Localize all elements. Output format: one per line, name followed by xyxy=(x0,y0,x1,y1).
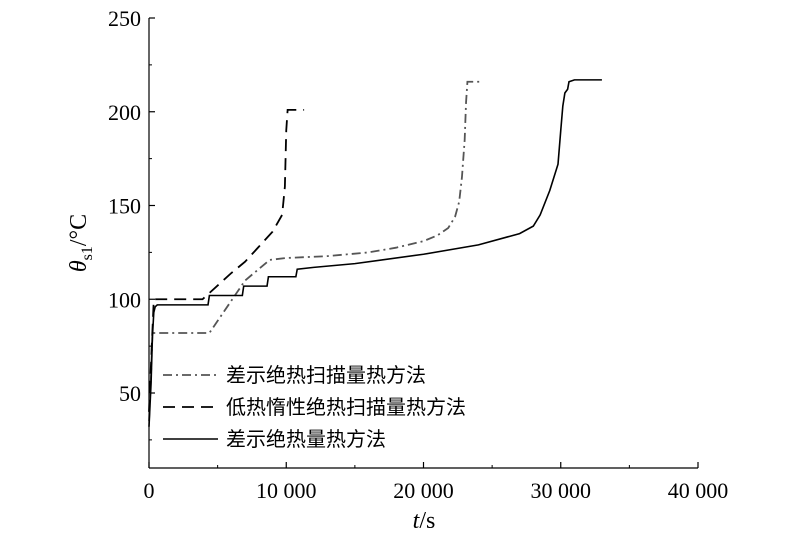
legend-label-3: 差示绝热量热方法 xyxy=(226,427,386,451)
series-layer xyxy=(148,79,602,427)
series-line-3 xyxy=(148,79,602,427)
y-ticks: 50 100 150 200 250 xyxy=(108,6,155,441)
legend-label-1: 差示绝热扫描量热方法 xyxy=(226,363,426,387)
y-tick-label: 250 xyxy=(108,6,141,31)
y-axis-title-group: θs1/°C xyxy=(66,214,96,272)
y-tick-label: 100 xyxy=(108,287,141,312)
legend-label-2: 低热惰性绝热扫描量热方法 xyxy=(226,395,466,419)
x-ticks: 0 10 000 20 000 30 000 40 000 xyxy=(144,462,729,503)
x-axis-var: t xyxy=(413,508,421,534)
y-tick-label: 150 xyxy=(108,194,141,219)
y-axis-var: θ xyxy=(66,260,92,272)
y-axis-title: θs1/°C xyxy=(66,214,96,272)
x-tick-label: 0 xyxy=(144,478,155,503)
x-axis-unit: /s xyxy=(419,508,435,534)
x-axis-title: t/s xyxy=(413,508,436,534)
series-line-1 xyxy=(148,80,482,422)
y-tick-label: 50 xyxy=(119,381,141,406)
y-axis-unit: /°C xyxy=(66,214,92,246)
x-tick-label: 20 000 xyxy=(393,478,454,503)
y-axis-sub: s1 xyxy=(79,246,96,260)
y-tick-label: 200 xyxy=(108,100,141,125)
x-tick-label: 10 000 xyxy=(256,478,317,503)
x-tick-label: 40 000 xyxy=(668,478,729,503)
x-tick-label: 30 000 xyxy=(531,478,592,503)
series-line-2 xyxy=(148,108,305,412)
